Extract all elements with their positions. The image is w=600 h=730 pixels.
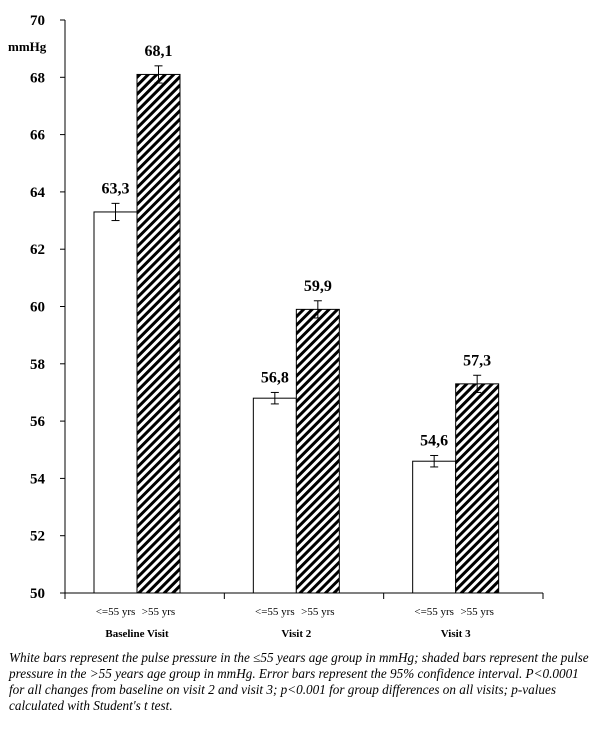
- x-series-label: <=55 yrs: [414, 606, 454, 618]
- x-category-label: Baseline Visit: [105, 628, 169, 640]
- data-label: 63,3: [102, 180, 130, 197]
- figure-caption: White bars represent the pulse pressure …: [9, 650, 589, 713]
- y-tick-label: 62: [30, 242, 45, 258]
- bar-under-55: [412, 460, 457, 594]
- y-tick-label: 64: [30, 185, 46, 201]
- x-category-label: Visit 3: [441, 628, 471, 640]
- y-tick-label: 52: [30, 529, 45, 545]
- y-tick-label: 50: [30, 586, 45, 602]
- x-series-label: <=55 yrs: [255, 606, 295, 618]
- y-tick-label: 66: [30, 128, 46, 144]
- x-series-label: <=55 yrs: [96, 606, 136, 618]
- y-tick-label: 56: [30, 414, 46, 430]
- y-tick-label: 68: [30, 70, 45, 86]
- data-label: 68,1: [145, 43, 173, 60]
- bar-under-55: [252, 397, 297, 594]
- data-label: 59,9: [304, 278, 332, 295]
- x-series-label: >55 yrs: [301, 606, 334, 618]
- bar-over-55: [136, 73, 181, 594]
- bar-over-55: [295, 308, 340, 594]
- x-series-label: >55 yrs: [142, 606, 175, 618]
- y-tick-label: 58: [30, 357, 45, 373]
- data-label: 56,8: [261, 369, 289, 386]
- y-tick-label: 60: [30, 300, 45, 316]
- x-category-label: Visit 2: [281, 628, 311, 640]
- y-axis-unit: mmHg: [8, 39, 47, 54]
- pulse-pressure-chart: mmHg 50 52 54 56 58 60 62 64 66 68 70 63,3 <=55 yrs…: [8, 13, 544, 640]
- data-label: 54,6: [420, 432, 448, 449]
- bar-over-55: [455, 383, 500, 594]
- x-series-label: >55 yrs: [460, 606, 493, 618]
- y-tick-label: 70: [30, 13, 45, 29]
- data-label: 57,3: [463, 352, 491, 369]
- y-tick-label: 54: [30, 471, 46, 487]
- bar-under-55: [93, 211, 138, 594]
